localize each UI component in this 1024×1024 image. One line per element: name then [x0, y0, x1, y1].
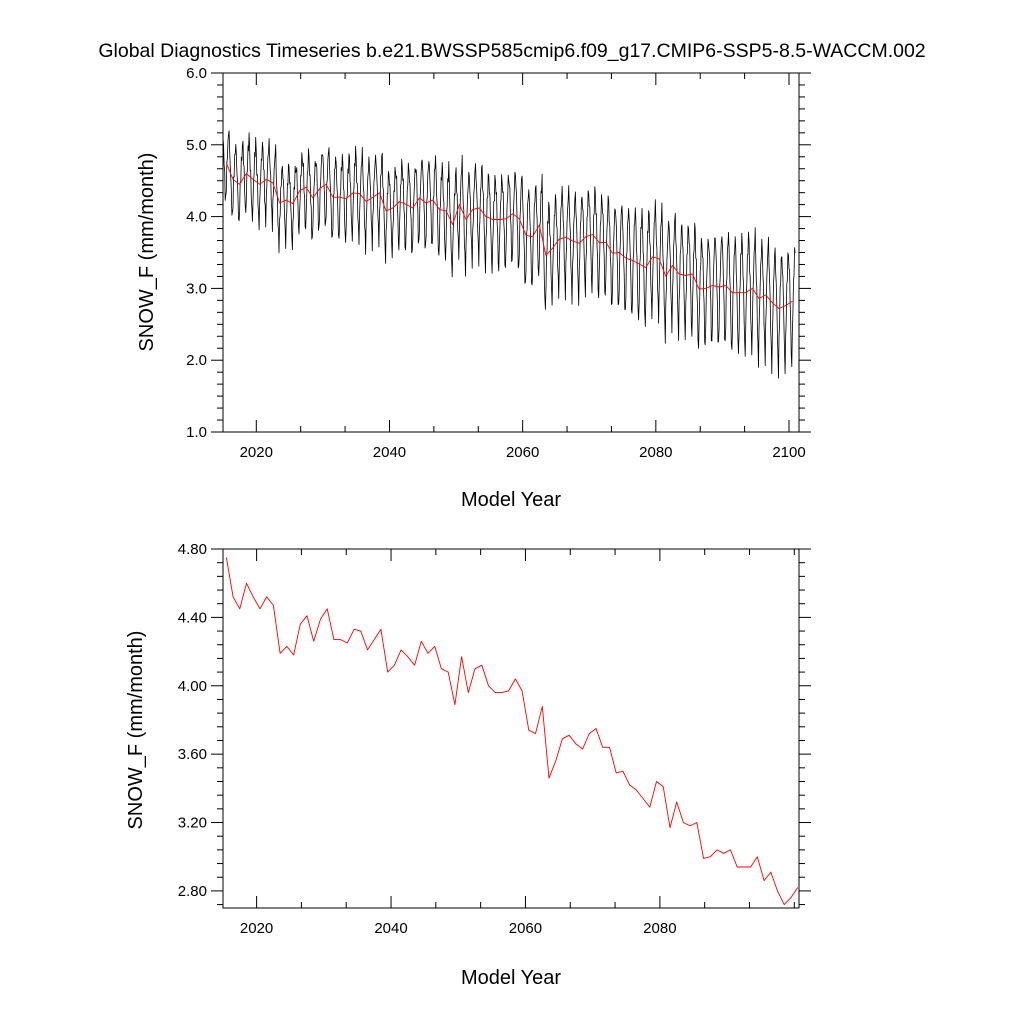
x-tick-label: 2020 [240, 444, 273, 461]
x-tick-label: 2020 [240, 920, 273, 937]
y-tick-label: 4.80 [178, 541, 207, 558]
x-tick-label: 2040 [374, 920, 407, 937]
y-tick-label: 3.0 [186, 280, 207, 297]
x-tick-label: 2100 [772, 444, 805, 461]
y-tick-label: 2.0 [186, 352, 207, 369]
y-axis-label: SNOW_F (mm/month) [136, 153, 158, 352]
x-axis-label: Model Year [461, 489, 561, 511]
y-tick-label: 2.80 [178, 883, 207, 900]
x-tick-label: 2080 [639, 444, 672, 461]
tick-labels: 2020 2040 2060 2080 2100 1.0 2.0 3.0 4.0 5.0 6.0 [186, 65, 806, 461]
y-tick-label: 4.0 [186, 209, 207, 226]
x-tick-label: 2060 [506, 444, 539, 461]
annual-mean-line [225, 162, 793, 309]
y-tick-label: 6.0 [186, 65, 207, 82]
chart-panel-monthly: 2020 2040 2060 2080 2100 1.0 2.0 3.0 4.0 5.0 6.0 M… [136, 65, 811, 511]
figure-title: Global Diagnostics Timeseries b.e21.BWSS… [98, 40, 925, 62]
y-tick-label: 3.20 [178, 815, 207, 832]
plot-frame [222, 548, 800, 909]
series-lines [225, 557, 799, 906]
annual-mean-line [225, 557, 799, 906]
y-tick-label: 4.40 [178, 609, 207, 626]
tick-labels: 2020 2040 2060 2080 2.80 3.20 3.60 4.00 4.40 4.80 [178, 541, 677, 937]
x-tick-label: 2040 [373, 444, 406, 461]
x-tick-label: 2080 [643, 920, 676, 937]
y-tick-label: 3.60 [178, 746, 207, 763]
tick-marks [211, 548, 811, 908]
plot-frame [222, 72, 800, 433]
y-tick-label: 1.0 [186, 424, 207, 441]
series-lines [222, 130, 796, 379]
y-tick-label: 5.0 [186, 137, 207, 154]
x-tick-label: 2060 [509, 920, 542, 937]
y-axis-label: SNOW_F (mm/month) [125, 631, 147, 830]
chart-panel-annual: 2020 2040 2060 2080 2.80 3.20 3.60 4.00 4.40 4.80… [125, 541, 811, 989]
monthly-series-line [222, 130, 796, 379]
y-tick-label: 4.00 [178, 678, 207, 695]
x-axis-label: Model Year [461, 967, 561, 989]
tick-marks [211, 72, 811, 433]
